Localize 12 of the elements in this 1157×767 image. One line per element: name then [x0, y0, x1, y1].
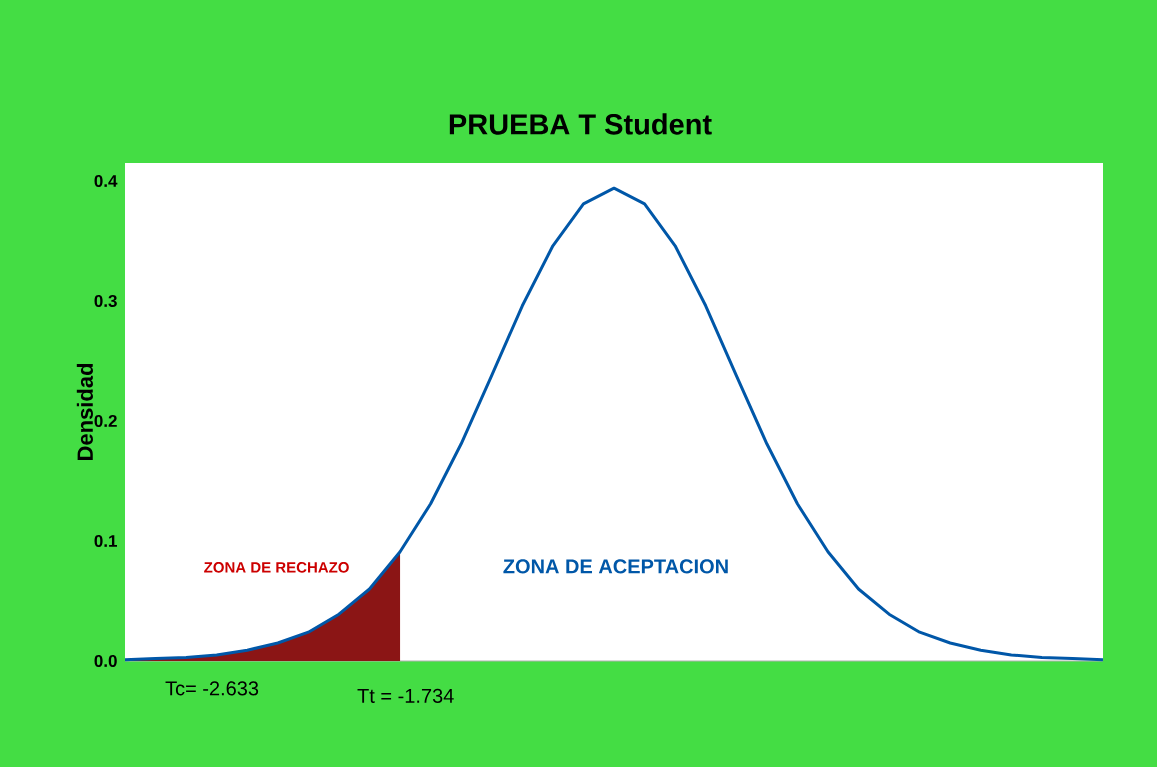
y-tick-label: 0.2 [94, 414, 117, 428]
line-series [123, 186, 1105, 662]
y-tick-label: 0.3 [94, 294, 117, 308]
y-tick-label: 0.4 [94, 174, 118, 188]
annotation: ZONA DE ACEPTACION [503, 559, 728, 574]
y-tick-label: 0.1 [94, 534, 118, 548]
text: Tc= -2.633 [165, 681, 259, 696]
y-tick-label: 0.0 [94, 654, 117, 668]
annotation: ZONA DE RECHAZO [204, 562, 349, 573]
y-axis-title: Densidad [76, 363, 93, 461]
text: Tt = -1.734 [357, 688, 454, 703]
chart-title: PRUEBA T Student [449, 113, 712, 135]
